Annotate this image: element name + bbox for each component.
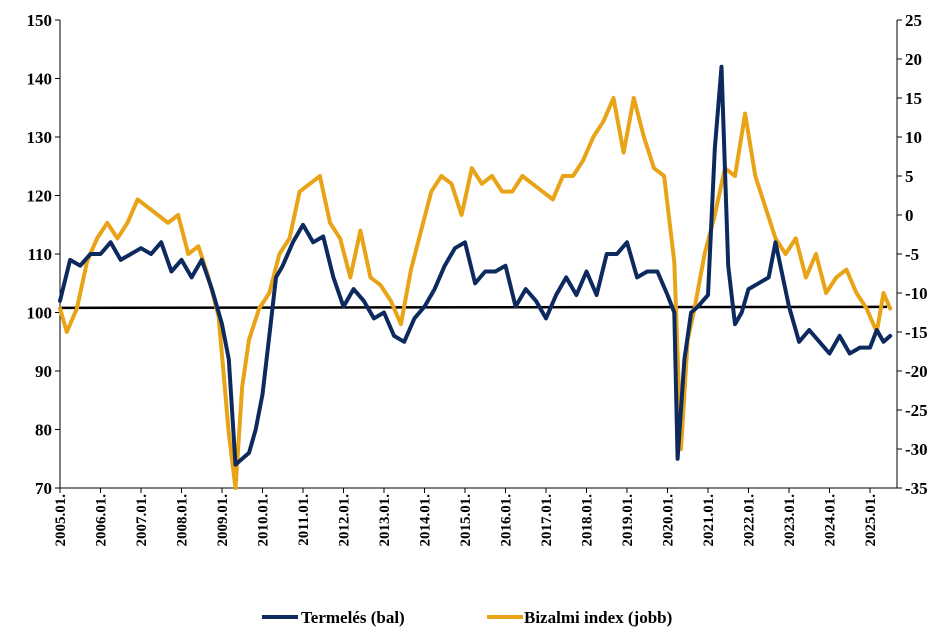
right-tick-label: 25 — [905, 11, 922, 30]
left-tick-label: 130 — [27, 128, 53, 147]
legend-label: Bizalmi index (jobb) — [524, 608, 672, 627]
right-tick-label: -25 — [905, 401, 928, 420]
right-tick-label: 0 — [905, 206, 914, 225]
x-tick-label: 2025.01. — [863, 494, 879, 547]
legend: Termelés (bal) Bizalmi index (jobb) — [262, 608, 672, 627]
right-tick-label: -30 — [905, 440, 928, 459]
x-tick-label: 2010.01. — [256, 494, 272, 547]
series-line-termeles — [58, 64, 893, 467]
x-tick-label: 2005.01. — [53, 494, 69, 547]
x-tick-label: 2012.01. — [337, 494, 353, 547]
right-tick-label: -35 — [905, 479, 928, 498]
series-layer — [58, 64, 893, 490]
left-tick-label: 140 — [27, 70, 53, 89]
x-tick-label: 2013.01. — [377, 494, 393, 547]
right-tick-label: 15 — [905, 89, 922, 108]
right-tick-label: 20 — [905, 50, 922, 69]
left-tick-label: 100 — [27, 304, 53, 323]
axes: 708090100110120130140150-35-30-25-20-15-… — [27, 11, 928, 547]
right-tick-label: 5 — [905, 167, 914, 186]
x-tick-label: 2008.01. — [175, 494, 191, 547]
x-tick-label: 2018.01. — [580, 494, 596, 547]
right-tick-label: -5 — [905, 245, 919, 264]
left-tick-label: 150 — [27, 11, 53, 30]
x-tick-label: 2009.01. — [215, 494, 231, 547]
x-tick-label: 2007.01. — [134, 494, 150, 547]
reference-line-group — [59, 305, 888, 310]
legend-label: Termelés (bal) — [301, 608, 405, 627]
left-tick-label: 120 — [27, 187, 53, 206]
right-tick-label: -15 — [905, 323, 928, 342]
x-tick-label: 2016.01. — [499, 494, 515, 547]
right-tick-label: -10 — [905, 284, 928, 303]
x-tick-label: 2022.01. — [742, 494, 758, 547]
left-tick-label: 110 — [27, 245, 52, 264]
x-tick-label: 2014.01. — [418, 494, 434, 547]
left-tick-label: 90 — [35, 362, 52, 381]
right-tick-label: 10 — [905, 128, 922, 147]
x-tick-label: 2023.01. — [782, 494, 798, 547]
x-tick-label: 2006.01. — [94, 494, 110, 547]
x-tick-label: 2019.01. — [620, 494, 636, 547]
reference-line — [59, 305, 888, 310]
x-tick-label: 2015.01. — [458, 494, 474, 547]
x-tick-label: 2011.01. — [296, 494, 312, 546]
series-line-bizalmi-index — [58, 96, 893, 490]
right-tick-label: -20 — [905, 362, 928, 381]
left-tick-label: 80 — [35, 421, 52, 440]
left-tick-label: 70 — [35, 479, 52, 498]
x-tick-label: 2021.01. — [701, 494, 717, 547]
x-tick-label: 2020.01. — [661, 494, 677, 547]
x-tick-label: 2017.01. — [539, 494, 555, 547]
x-tick-label: 2024.01. — [823, 494, 839, 547]
